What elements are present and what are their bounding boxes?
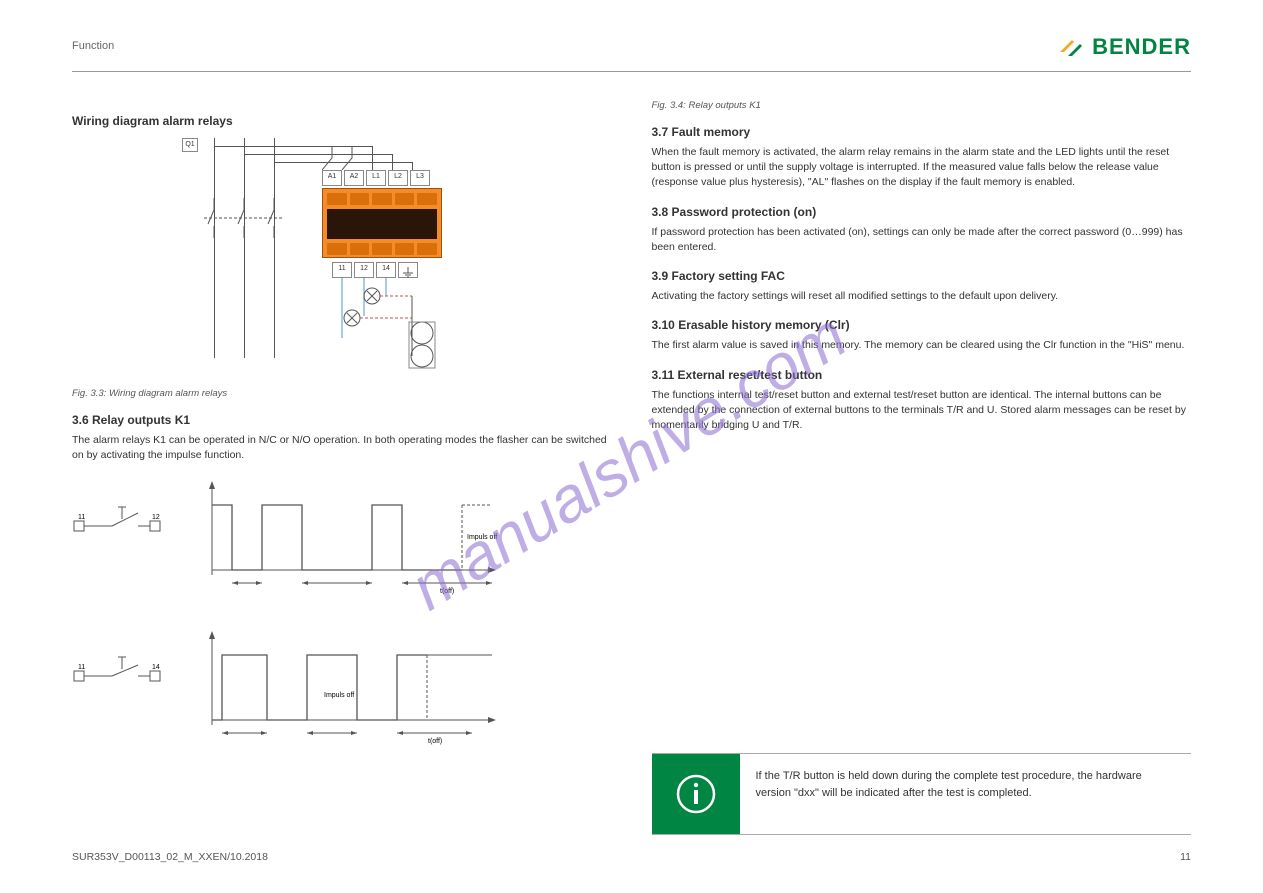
fault-text: When the fault memory is activated, the …: [652, 145, 1192, 191]
bender-logo-icon: [1058, 36, 1086, 58]
terminal-12: 12: [354, 262, 374, 278]
wiring-caption: Fig. 3.3: Wiring diagram alarm relays: [72, 388, 612, 399]
heading-fault: 3.7 Fault memory: [652, 125, 1192, 139]
info-icon: [674, 772, 718, 816]
svg-text:Impuls off: Impuls off: [467, 534, 497, 541]
svg-text:11: 11: [78, 514, 85, 521]
page-number: 11: [1180, 851, 1191, 863]
svg-text:t(off): t(off): [428, 738, 442, 745]
doc-code: SUR353V_D00113_02_M_XXEN/10.2018: [72, 851, 268, 863]
relay-graphs: 11 12 Impuls off: [72, 475, 612, 745]
svg-text:12: 12: [152, 514, 160, 521]
heading-ext: 3.11 External reset/test button: [652, 368, 1192, 382]
graph-no: 11 14 Impuls off: [72, 625, 612, 745]
heading-relay: 3.6 Relay outputs K1: [72, 413, 612, 427]
svg-text:t(off): t(off): [440, 588, 454, 595]
heading-wiring: Wiring diagram alarm relays: [72, 114, 612, 128]
contactor-icon: [204, 198, 284, 238]
clr-text: The first alarm value is saved in this m…: [652, 338, 1192, 353]
pulse-graph-nc: Impuls off t(off): [192, 475, 502, 595]
heading-pw: 3.8 Password protection (on): [652, 205, 1192, 219]
device-body: [322, 188, 442, 258]
heading-clr: 3.10 Erasable history memory (Clr): [652, 318, 1192, 332]
pulse-graph-no: Impuls off t(off): [192, 625, 502, 745]
terminal-l3: L3: [410, 170, 430, 186]
brand-name: BENDER: [1092, 34, 1191, 60]
svg-text:11: 11: [78, 664, 85, 671]
terminal-pe: [398, 262, 418, 278]
breaker-label: Q1: [182, 138, 198, 152]
ext-text: The functions internal test/reset button…: [652, 388, 1192, 434]
terminal-a2: A2: [344, 170, 364, 186]
info-note-text: If the T/R button is held down during th…: [740, 754, 1192, 834]
supply-jump: [322, 146, 362, 170]
brand-logo: BENDER: [1058, 34, 1191, 60]
terminal-11: 11: [332, 262, 352, 278]
phase-line-l2: [244, 138, 245, 358]
header-title: Function: [72, 40, 114, 52]
switch-no-icon: 11 14: [72, 655, 162, 685]
terminal-14: 14: [376, 262, 396, 278]
wiring-diagram: Q1: [182, 138, 462, 378]
fig34-caption: Fig. 3.4: Relay outputs K1: [652, 100, 1192, 111]
fs-text: Activating the factory settings will res…: [652, 289, 1192, 304]
switch-nc-icon: 11 12: [72, 505, 162, 535]
terminal-l2: L2: [388, 170, 408, 186]
graph-nc: 11 12 Impuls off: [72, 475, 612, 595]
output-circuit: [327, 278, 447, 378]
svg-text:14: 14: [152, 664, 160, 671]
svg-text:Impuls off: Impuls off: [324, 692, 354, 699]
phase-line-l1: [214, 138, 215, 358]
info-icon-cell: [652, 754, 740, 834]
right-column: Fig. 3.4: Relay outputs K1 3.7 Fault mem…: [652, 100, 1192, 833]
left-column: Wiring diagram alarm relays Q1: [72, 100, 612, 833]
terminal-a1: A1: [322, 170, 342, 186]
terminal-l1: L1: [366, 170, 386, 186]
bus-l2: [244, 154, 392, 155]
heading-fs: 3.9 Factory setting FAC: [652, 269, 1192, 283]
info-note-box: If the T/R button is held down during th…: [652, 753, 1192, 835]
relay-text: The alarm relays K1 can be operated in N…: [72, 433, 612, 463]
page-header: Function: [72, 40, 1191, 72]
pw-text: If password protection has been activate…: [652, 225, 1192, 255]
phase-line-l3: [274, 138, 275, 358]
